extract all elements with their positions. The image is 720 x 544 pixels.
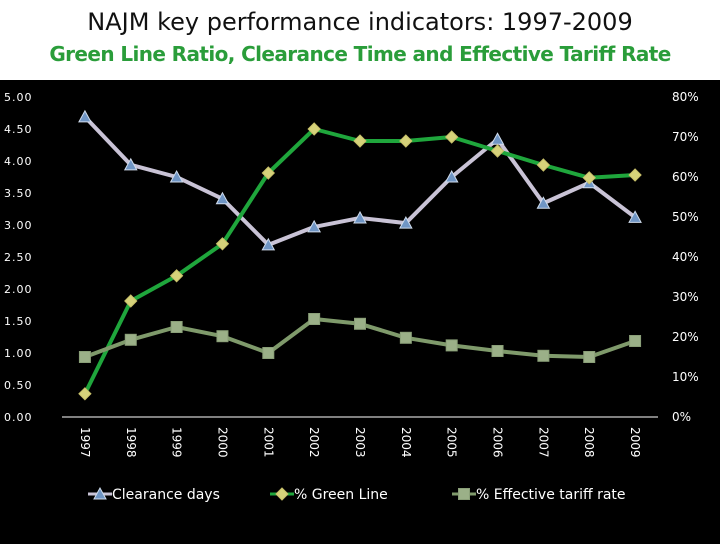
data-point-green-line	[169, 269, 184, 283]
data-point-green-line	[628, 168, 642, 182]
data-point-effective-tariff-rate	[308, 313, 321, 325]
data-point-effective-tariff-rate	[216, 330, 229, 343]
data-point-effective-tariff-rate	[537, 349, 550, 362]
y-right-tick-label: 80%	[672, 90, 699, 104]
y-left-tick-label: 2.50	[4, 251, 33, 264]
data-point-green-line	[490, 144, 505, 158]
chart-title: NAJM key performance indicators: 1997-20…	[87, 8, 633, 36]
data-point-green-line	[399, 134, 413, 148]
data-point-clearance-days	[490, 132, 505, 145]
legend-marker-clearance-days	[93, 486, 107, 500]
x-tick-label: 2005	[445, 427, 459, 458]
data-point-green-line	[261, 166, 276, 180]
data-point-effective-tariff-rate	[262, 347, 275, 359]
data-point-clearance-days	[399, 216, 413, 229]
x-tick-label: 2000	[215, 427, 229, 458]
data-point-green-line	[353, 134, 367, 148]
x-tick-label: 2008	[582, 427, 596, 458]
data-point-green-line	[444, 130, 459, 144]
data-point-clearance-days	[169, 169, 184, 183]
y-right-tick-label: 50%	[672, 210, 699, 224]
x-tick-label: 2002	[307, 427, 321, 458]
legend-label-green-line: % Green Line	[294, 487, 388, 503]
y-left-tick-label: 0.50	[4, 379, 33, 392]
data-point-effective-tariff-rate	[124, 333, 137, 346]
data-point-effective-tariff-rate	[491, 345, 504, 357]
data-point-effective-tariff-rate	[170, 321, 183, 333]
x-tick-label: 2004	[399, 427, 413, 458]
x-tick-label: 1999	[170, 427, 184, 458]
data-point-effective-tariff-rate	[399, 331, 412, 344]
x-tick-label: 2001	[261, 427, 275, 458]
y-left-tick-label: 3.50	[4, 187, 33, 200]
y-right-tick-label: 60%	[672, 170, 699, 184]
data-point-green-line	[307, 122, 321, 136]
y-right-tick-label: 70%	[672, 130, 699, 144]
chart-subtitle: Green Line Ratio, Clearance Time and Eff…	[49, 42, 671, 66]
y-right-tick-label: 30%	[672, 290, 699, 304]
x-tick-label: 2009	[628, 427, 642, 458]
data-point-green-line	[215, 237, 230, 251]
data-point-effective-tariff-rate	[629, 335, 642, 347]
x-tick-label: 2006	[491, 427, 505, 458]
title-box: NAJM key performance indicators: 1997-20…	[0, 0, 720, 80]
y-right-tick-label: 20%	[672, 330, 699, 344]
y-left-tick-label: 4.50	[4, 123, 33, 136]
data-point-clearance-days	[123, 157, 138, 171]
data-point-clearance-days	[215, 191, 230, 205]
data-point-green-line	[536, 158, 551, 172]
data-point-clearance-days	[536, 196, 551, 209]
data-point-effective-tariff-rate	[78, 351, 91, 363]
data-point-clearance-days	[444, 169, 459, 183]
data-point-effective-tariff-rate	[445, 339, 458, 352]
data-point-effective-tariff-rate	[354, 317, 366, 330]
data-point-green-line	[78, 387, 92, 401]
x-tick-label: 1997	[78, 427, 92, 458]
kpi-line-chart: 0.00 0.50 1.00 1.50 2.00 2.50 3.00 3.50 4.00 4.50…	[4, 90, 699, 503]
y-left-tick-label: 1.50	[4, 315, 33, 328]
legend-marker-green-line	[275, 487, 289, 501]
data-point-clearance-days	[78, 109, 92, 123]
legend-label-effective-tariff-rate: % Effective tariff rate	[476, 487, 626, 503]
y-right-tick-label: 40%	[672, 250, 699, 264]
x-tick-label: 2007	[536, 427, 550, 458]
y-left-tick-label: 5.00	[4, 91, 33, 104]
y-left-tick-label: 0.00	[4, 411, 33, 424]
chart-area: 0.00 0.50 1.00 1.50 2.00 2.50 3.00 3.50 4.00 4.50…	[0, 82, 720, 540]
data-point-green-line	[582, 171, 596, 185]
y-left-tick-label: 4.00	[4, 155, 33, 168]
x-tick-label: 2003	[353, 427, 367, 458]
data-point-clearance-days	[261, 237, 276, 251]
data-point-clearance-days	[353, 210, 367, 224]
data-point-clearance-days	[307, 219, 321, 233]
y-right-tick-label: 10%	[672, 370, 699, 384]
y-left-tick-label: 1.00	[4, 347, 33, 360]
data-point-green-line	[124, 294, 138, 308]
y-right-tick-label: 0%	[672, 410, 691, 424]
legend-label-clearance-days: Clearance days	[112, 487, 220, 503]
legend-marker-effective-tariff-rate	[458, 488, 470, 500]
y-left-tick-label: 2.00	[4, 283, 33, 296]
x-tick-label: 1998	[124, 427, 138, 458]
data-point-clearance-days	[628, 210, 642, 223]
data-point-effective-tariff-rate	[583, 351, 596, 363]
y-left-tick-label: 3.00	[4, 219, 33, 232]
